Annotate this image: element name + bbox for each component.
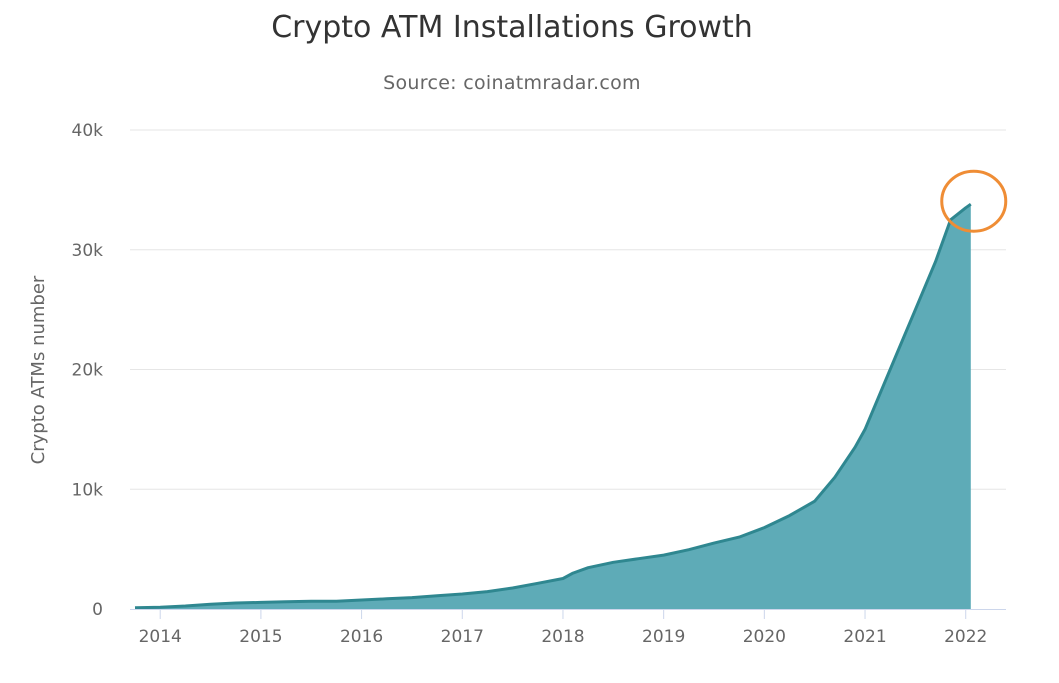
x-axis-ticks: 2014 2015 2016 2017 2018 2019 2020 2021 2022 [139, 609, 987, 647]
x-tick-label: 2017 [441, 627, 484, 647]
x-tick-label: 2020 [743, 627, 786, 647]
y-tick-label: 20k [72, 361, 104, 381]
x-tick-label: 2015 [239, 627, 282, 647]
x-tick-label: 2016 [340, 627, 383, 647]
y-tick-label: 10k [72, 480, 104, 500]
highlight-circle [940, 169, 1008, 233]
chart-subtitle: Source: coinatmradar.com [383, 72, 641, 94]
chart-title: Crypto ATM Installations Growth [271, 10, 753, 45]
x-tick-label: 2019 [642, 627, 685, 647]
x-tick-label: 2018 [541, 627, 584, 647]
y-axis-label: Crypto ATMs number [28, 275, 49, 464]
y-axis-ticks: 0 10k 20k 30k 40k [72, 121, 104, 620]
y-tick-label: 30k [72, 241, 104, 261]
series-line [134, 202, 972, 610]
x-tick-label: 2021 [843, 627, 886, 647]
area-fill [135, 204, 971, 609]
y-tick-label: 40k [72, 121, 104, 141]
x-tick-label: 2022 [944, 627, 987, 647]
x-tick-label: 2014 [139, 627, 182, 647]
y-tick-label: 0 [92, 600, 103, 620]
